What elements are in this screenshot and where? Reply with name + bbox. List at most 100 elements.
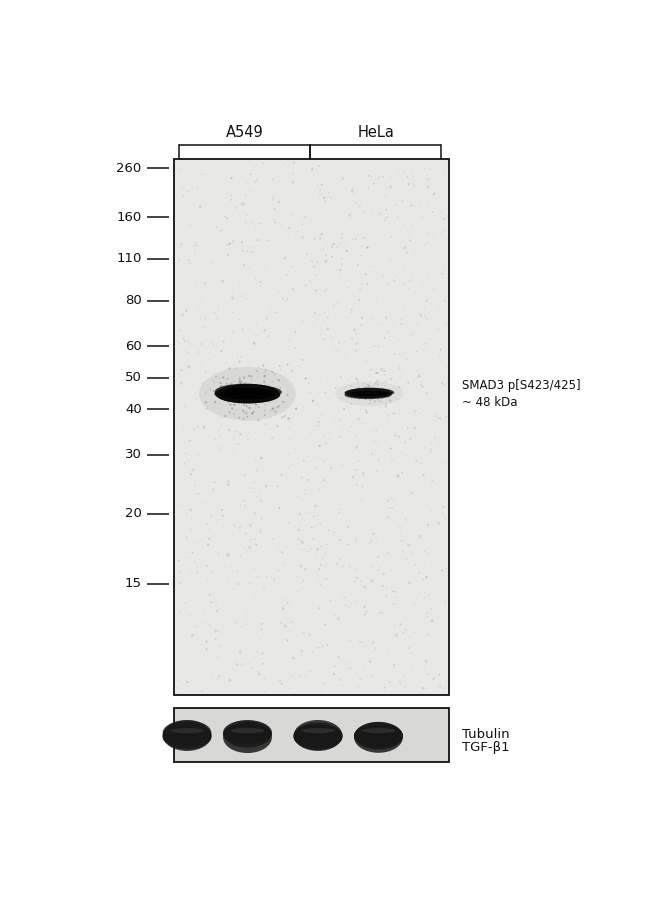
Point [388, 159, 398, 173]
Point [430, 556, 441, 571]
Point [279, 172, 289, 187]
Point [274, 398, 284, 413]
Point [370, 604, 380, 619]
Point [386, 372, 396, 386]
Point [332, 557, 343, 571]
Point [385, 254, 395, 268]
Point [207, 475, 218, 490]
Point [227, 347, 237, 362]
Point [265, 303, 276, 317]
Point [352, 336, 363, 351]
Point [182, 675, 192, 689]
Point [212, 372, 222, 386]
Point [268, 192, 278, 207]
Point [202, 385, 212, 399]
Point [381, 589, 391, 603]
Point [406, 199, 417, 213]
Bar [174, 159, 449, 696]
Point [350, 534, 361, 549]
Point [315, 539, 326, 553]
Point [300, 444, 311, 459]
Point [352, 438, 362, 453]
Point [334, 336, 345, 350]
Point [177, 180, 187, 195]
Point [415, 653, 426, 668]
Text: −: − [181, 730, 194, 746]
Point [341, 314, 351, 328]
Point [231, 616, 242, 630]
Point [362, 513, 372, 528]
Point [214, 669, 224, 684]
Point [424, 291, 434, 306]
Point [435, 299, 445, 314]
Point [278, 291, 289, 306]
Point [226, 541, 236, 556]
Point [388, 318, 398, 333]
Point [229, 431, 239, 445]
Point [324, 560, 335, 574]
Point [364, 403, 374, 417]
Point [207, 334, 218, 348]
Point [255, 385, 266, 399]
Point [421, 386, 432, 401]
Point [422, 235, 433, 249]
Point [284, 516, 294, 531]
Point [406, 619, 417, 633]
Point [283, 446, 294, 461]
Point [234, 313, 244, 327]
Point [315, 182, 325, 197]
Point [214, 366, 225, 381]
Point [242, 566, 252, 580]
Point [263, 329, 274, 344]
Point [218, 380, 229, 395]
Point [232, 350, 242, 365]
Point [263, 377, 274, 392]
Ellipse shape [362, 728, 395, 733]
Point [262, 311, 272, 326]
Point [286, 615, 296, 629]
Point [408, 177, 418, 191]
Point [432, 282, 442, 297]
Point [231, 402, 242, 416]
Point [211, 480, 221, 494]
Point [249, 385, 259, 400]
Point [362, 277, 372, 291]
Point [417, 210, 428, 224]
Point [378, 279, 388, 294]
Point [242, 526, 253, 541]
Point [244, 385, 255, 400]
Point [188, 463, 198, 477]
Point [440, 508, 450, 522]
Point [329, 313, 339, 327]
Point [276, 661, 286, 676]
Point [235, 381, 246, 395]
Point [403, 315, 413, 329]
Point [365, 347, 376, 362]
Point [213, 624, 223, 639]
Point [379, 683, 389, 697]
Point [392, 540, 402, 554]
Point [298, 626, 309, 640]
Point [252, 349, 263, 364]
Point [373, 453, 384, 467]
Point [402, 352, 412, 366]
Point [336, 577, 346, 591]
Point [241, 613, 252, 628]
Point [365, 460, 375, 474]
Point [425, 444, 436, 459]
Point [257, 657, 268, 671]
Point [370, 383, 380, 397]
Point [288, 651, 298, 666]
Point [320, 498, 331, 512]
Point [207, 336, 217, 351]
Point [369, 339, 380, 354]
Point [339, 590, 350, 605]
Point [282, 292, 293, 307]
Point [186, 236, 196, 250]
Point [437, 506, 448, 521]
Point [175, 564, 185, 579]
Point [330, 538, 341, 552]
Point [215, 268, 226, 283]
Point [215, 258, 226, 272]
Point [235, 650, 246, 665]
